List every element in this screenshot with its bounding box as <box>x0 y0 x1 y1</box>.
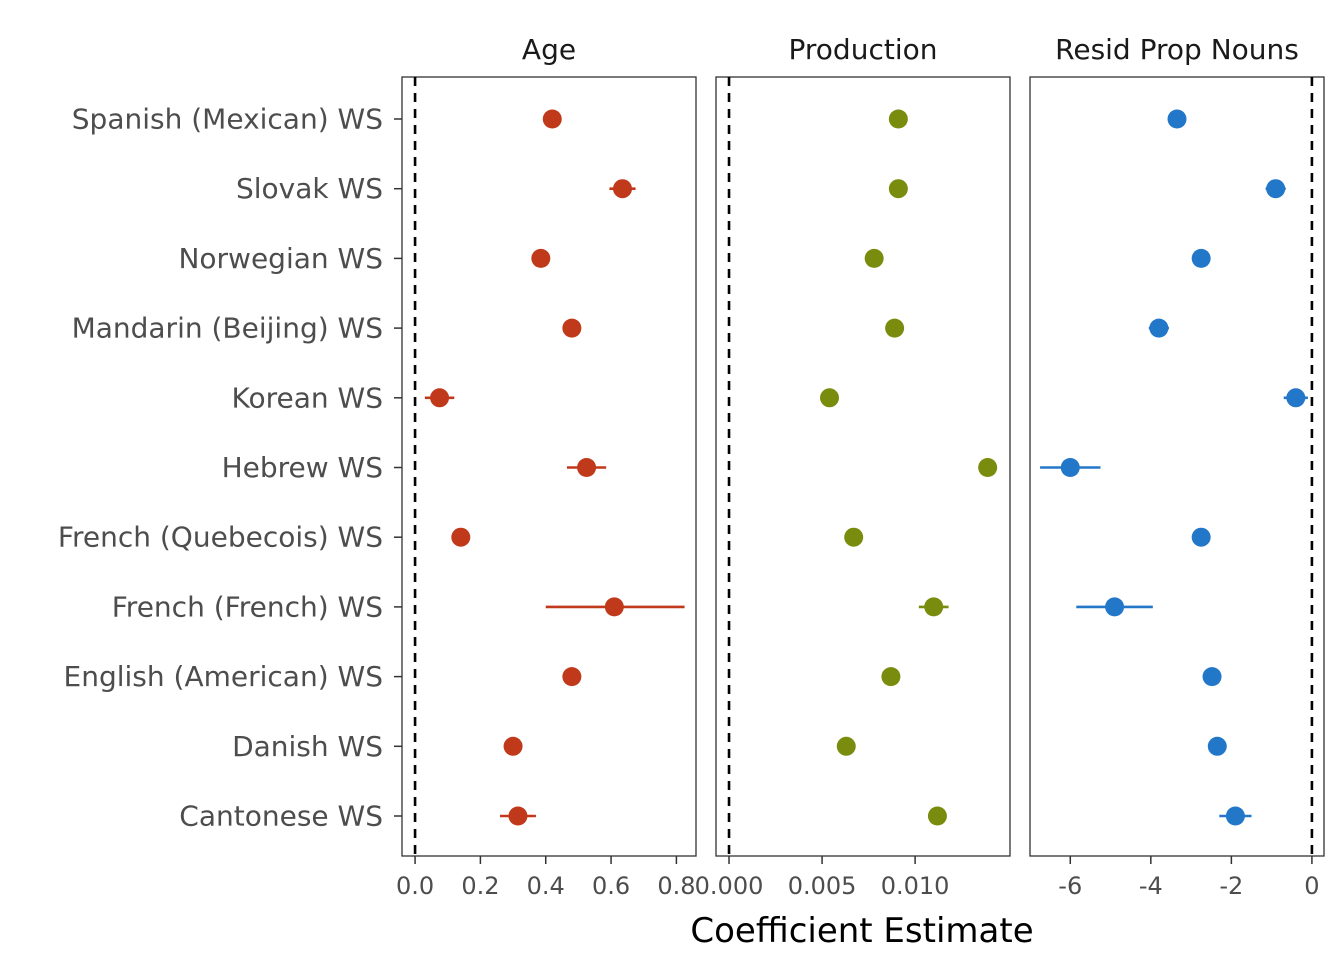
estimate-point <box>924 597 944 617</box>
estimate-point <box>844 527 864 547</box>
category-label: Mandarin (Beijing) WS <box>72 312 383 345</box>
category-label: English (American) WS <box>64 660 383 693</box>
category-label: Norwegian WS <box>178 242 383 275</box>
x-tick-label: 0.000 <box>695 872 764 900</box>
facets: Age 0.0 0.2 0.4 0.6 0.8 Production 0.000 0.005 0.… <box>396 33 1325 900</box>
estimate-point <box>1105 597 1125 617</box>
estimate-point <box>888 179 908 199</box>
estimate-point <box>820 388 840 408</box>
estimate-point <box>888 109 908 129</box>
x-tick-label: -4 <box>1139 872 1163 900</box>
estimate-point <box>864 248 884 268</box>
category-label: French (French) WS <box>112 590 383 623</box>
estimate-point <box>613 179 632 199</box>
facet-title: Production <box>789 33 938 66</box>
estimate-point <box>1191 527 1211 547</box>
x-tick-label: 0.0 <box>396 872 434 900</box>
estimate-point <box>1060 458 1080 477</box>
panel-border <box>1029 76 1325 857</box>
x-axis-title: Coefficient Estimate <box>690 911 1033 951</box>
category-label: Hebrew WS <box>222 451 383 484</box>
estimate-point <box>577 458 597 477</box>
estimate-point <box>885 318 905 338</box>
x-tick-label: -2 <box>1219 872 1243 900</box>
estimate-point <box>1266 179 1286 199</box>
estimate-point <box>1202 667 1222 687</box>
estimate-point <box>542 109 562 129</box>
estimate-point <box>531 248 551 268</box>
category-labels: Spanish (Mexican) WS Slovak WS Norwegian W… <box>58 103 402 833</box>
estimate-point <box>430 388 450 408</box>
x-tick-label: 0 <box>1304 872 1319 900</box>
facet-title: Resid Prop Nouns <box>1055 33 1299 66</box>
panel-border <box>401 76 697 857</box>
estimate-point <box>836 736 856 756</box>
estimate-point <box>451 527 471 547</box>
estimate-point <box>978 458 998 477</box>
category-label: French (Quebecois) WS <box>58 521 383 554</box>
facet-panel: Resid Prop Nouns -6 -4 -2 0 <box>1029 33 1325 900</box>
facet-panel: Age 0.0 0.2 0.4 0.6 0.8 <box>396 33 697 900</box>
category-label: Cantonese WS <box>179 800 383 833</box>
x-tick-label: 0.8 <box>657 872 695 900</box>
estimate-point <box>503 736 523 756</box>
x-tick-label: 0.2 <box>461 872 499 900</box>
category-label: Spanish (Mexican) WS <box>72 103 383 136</box>
category-label: Danish WS <box>232 730 383 763</box>
facet-title: Age <box>522 33 576 66</box>
category-label: Korean WS <box>232 381 383 414</box>
estimate-point <box>927 806 947 826</box>
estimate-point <box>562 667 582 687</box>
x-tick-label: 0.005 <box>788 872 857 900</box>
estimate-point <box>604 597 624 617</box>
estimate-point <box>1286 388 1306 408</box>
estimate-point <box>1191 248 1211 268</box>
estimate-point <box>1149 318 1169 338</box>
estimate-point <box>508 806 528 826</box>
estimate-point <box>1225 806 1245 826</box>
estimate-point <box>1167 109 1187 129</box>
estimate-point <box>1207 736 1227 756</box>
facet-panel: Production 0.000 0.005 0.010 <box>695 33 1011 900</box>
x-tick-label: 0.6 <box>592 872 630 900</box>
x-tick-label: -6 <box>1058 872 1082 900</box>
category-label: Slovak WS <box>236 172 383 205</box>
estimate-point <box>881 667 901 687</box>
panel-border <box>715 76 1011 857</box>
estimate-point <box>562 318 582 338</box>
x-tick-label: 0.010 <box>881 872 950 900</box>
x-tick-label: 0.4 <box>527 872 565 900</box>
